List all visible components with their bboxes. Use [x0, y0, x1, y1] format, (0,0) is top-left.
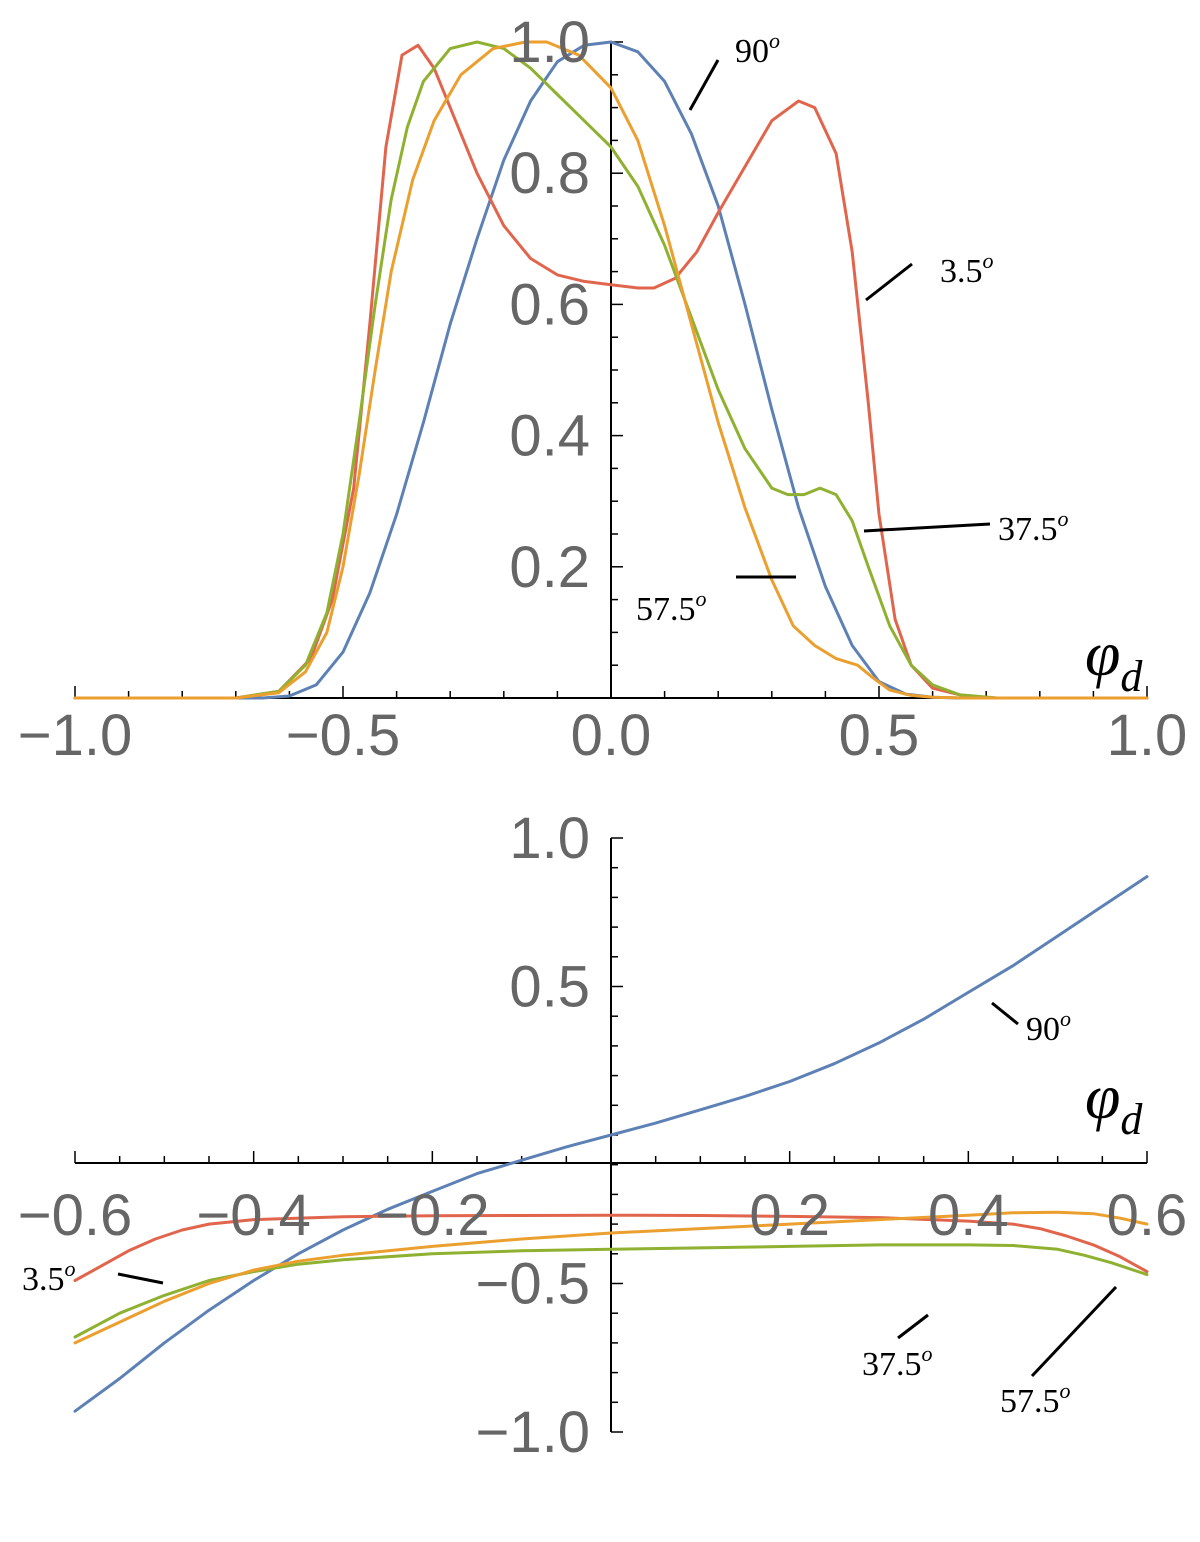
annotation-leader-57-5	[1030, 1285, 1118, 1378]
annotation-label-90: 90o	[1026, 1006, 1071, 1048]
x-axis-label: φd	[1085, 1061, 1143, 1144]
y-tick-label: 0.4	[509, 404, 590, 469]
x-tick-label: −0.6	[18, 1183, 133, 1248]
annotation-leader-3-5	[865, 262, 913, 302]
x-tick-label: 0.2	[749, 1183, 830, 1248]
x-tick-label: 1.0	[1107, 703, 1188, 768]
y-tick-label: 0.8	[509, 141, 590, 206]
annotation-label-90: 90o	[735, 28, 780, 70]
annotation-leader-90	[991, 1001, 1019, 1026]
x-tick-label: −0.4	[196, 1183, 311, 1248]
series-line-57-5	[73, 40, 1149, 700]
x-tick-label: 0.6	[1107, 1183, 1188, 1248]
x-tick-label: 0.5	[839, 703, 920, 768]
y-tick-label: 1.0	[509, 10, 590, 75]
y-tick-label: −1.0	[476, 1400, 591, 1465]
annotation-label-57-5: 57.5o	[1000, 1378, 1071, 1420]
annotation-label-37-5: 37.5o	[998, 506, 1069, 548]
y-tick-label: 0.6	[509, 272, 590, 337]
top-plot: −1.0 −0.5 0.0 0.5 1.00.20.40.60.81.0φd90o3.5…	[18, 10, 1188, 768]
series-line-90	[73, 875, 1149, 1413]
x-tick-label: 0.0	[571, 703, 652, 768]
annotation-label-37-5: 37.5o	[862, 1341, 933, 1383]
series-line-57-5	[73, 1210, 1149, 1345]
annotation-label-57-5: 57.5o	[636, 586, 707, 628]
annotation-leader-37-5	[897, 1313, 929, 1340]
y-tick-label: 1.0	[509, 806, 590, 871]
series-line-90	[73, 40, 1149, 700]
y-tick-label: −0.5	[476, 1252, 591, 1317]
x-tick-label: 0.4	[928, 1183, 1009, 1248]
series-line-37-5	[73, 40, 1149, 700]
x-axis-label: φd	[1085, 618, 1143, 701]
x-tick-label: −0.2	[375, 1183, 490, 1248]
x-tick-label: −0.5	[286, 703, 401, 768]
series-line-37-5	[73, 1243, 1149, 1339]
annotation-leader-3-5	[117, 1272, 164, 1285]
annotation-label-3-5: 3.5o	[22, 1256, 76, 1298]
y-tick-label: 0.5	[509, 955, 590, 1020]
bottom-plot: −0.6 −0.4 −0.2 0.2 0.4 0.6 −1.0 −0.5 0.5 1.0 φd 90o…	[18, 806, 1188, 1465]
y-tick-label: 0.2	[509, 535, 590, 600]
annotation-label-3-5: 3.5o	[940, 248, 994, 290]
series-line-3-5	[73, 43, 1149, 700]
series-line-3-5	[73, 1213, 1149, 1282]
annotation-leader-37-5	[863, 522, 991, 533]
x-tick-label: −1.0	[18, 703, 133, 768]
annotation-leader-90	[688, 59, 720, 111]
